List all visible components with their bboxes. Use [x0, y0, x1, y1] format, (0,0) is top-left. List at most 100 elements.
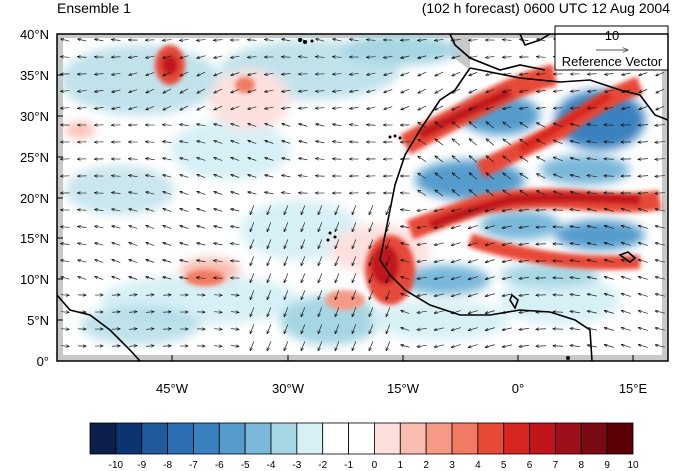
wind-vector — [486, 56, 495, 57]
wind-vector — [469, 190, 478, 197]
wind-vector — [146, 225, 155, 229]
wind-vector — [284, 324, 289, 333]
wind-vector — [78, 277, 87, 280]
wind-vector — [95, 193, 104, 194]
wind-vector — [197, 88, 206, 93]
wind-vector — [638, 294, 648, 297]
wind-vector — [604, 311, 614, 314]
wind-vector — [95, 243, 104, 246]
wind-vector — [502, 225, 512, 228]
wind-vector — [197, 55, 206, 59]
wind-vector — [197, 174, 206, 178]
colorbar-swatch — [322, 422, 349, 455]
wind-vector — [335, 341, 340, 350]
wind-vector — [180, 260, 189, 263]
wind-vector — [435, 156, 444, 163]
wind-vector — [180, 191, 189, 195]
colorbar-swatch — [580, 422, 608, 455]
shaded-field — [60, 35, 645, 345]
wind-vector — [129, 159, 138, 160]
wind-vector — [468, 327, 478, 331]
wind-vector — [333, 90, 342, 91]
wind-vector — [452, 55, 461, 58]
wind-vector — [655, 142, 666, 143]
wind-vector — [503, 40, 512, 41]
wind-vector — [655, 328, 665, 331]
wind-vector — [162, 312, 171, 313]
wind-vector — [214, 88, 223, 93]
wind-vector — [267, 290, 272, 299]
wind-vector — [197, 71, 206, 76]
wind-vector — [129, 259, 138, 263]
wind-vector — [301, 324, 306, 333]
wind-vector — [335, 324, 340, 333]
wind-vector — [537, 191, 546, 196]
wind-vector — [519, 209, 529, 210]
wind-vector — [570, 226, 580, 227]
wind-vector — [112, 192, 121, 193]
wind-vector — [570, 124, 580, 127]
wind-vector — [587, 243, 597, 246]
wind-vector — [352, 256, 357, 265]
wind-vector — [468, 276, 478, 280]
colorbar-label: 4 — [475, 460, 481, 471]
wind-vector — [588, 74, 597, 75]
wind-vector — [112, 259, 121, 263]
wind-vector — [299, 108, 308, 109]
wind-vector — [231, 124, 240, 127]
wind-vector — [587, 294, 597, 297]
wind-vector — [622, 72, 631, 75]
wind-vector — [146, 72, 155, 75]
wind-vector — [485, 259, 495, 263]
wind-vector — [163, 260, 172, 263]
wind-vector — [248, 192, 257, 195]
wind-vector — [316, 176, 325, 177]
wind-vector — [621, 209, 631, 212]
wind-vector — [519, 243, 529, 244]
wind-vector — [145, 329, 154, 330]
wind-vector — [163, 88, 172, 93]
wind-vector — [78, 57, 87, 58]
wind-vector — [78, 108, 87, 109]
wind-vector — [231, 72, 240, 76]
wind-vector — [604, 243, 614, 246]
wind-vector — [163, 208, 172, 212]
wind-vector — [267, 239, 272, 248]
wind-vector — [335, 222, 340, 231]
wind-vector — [350, 73, 359, 74]
wind-vector — [265, 140, 274, 144]
wind-vector — [267, 324, 272, 333]
wind-vector — [112, 176, 121, 177]
wind-vector — [536, 210, 547, 211]
colorbar-swatch — [606, 422, 634, 455]
wind-vector — [502, 344, 512, 347]
wind-vector — [129, 242, 138, 246]
colorbar-label: -3 — [292, 460, 301, 471]
wind-vector — [95, 39, 104, 41]
wind-vector — [367, 125, 376, 126]
wind-vector — [197, 141, 206, 144]
wind-vector — [128, 346, 137, 347]
wind-vector — [401, 293, 410, 297]
wind-vector — [112, 226, 121, 229]
wind-vector — [434, 293, 444, 296]
wind-vector — [318, 256, 323, 265]
wind-vector — [386, 239, 391, 248]
wind-vector — [197, 124, 206, 126]
wind-vector — [352, 222, 357, 231]
wind-vector — [638, 142, 649, 143]
lat-label: 40°N — [20, 27, 49, 42]
wind-vector — [350, 142, 359, 143]
wind-vector — [503, 173, 512, 180]
wind-vector — [519, 345, 529, 346]
wind-vector — [282, 192, 291, 193]
wind-vector — [537, 74, 546, 75]
wind-vector — [250, 256, 255, 265]
wind-vector — [588, 90, 597, 91]
wind-vector — [417, 209, 427, 211]
colorbar-label: -1 — [344, 460, 353, 471]
wind-vector — [520, 122, 529, 128]
wind-vector — [316, 91, 325, 92]
wind-vector — [230, 329, 239, 330]
wind-vector — [417, 328, 427, 330]
